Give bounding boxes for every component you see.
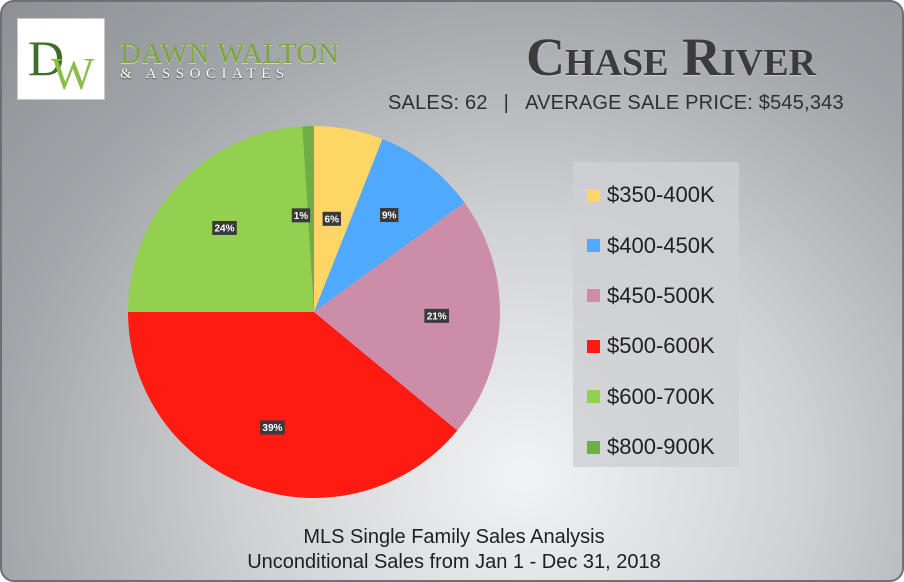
sales-count: SALES: 62	[388, 92, 488, 114]
data-label-bg	[260, 420, 285, 435]
legend-label: $800-900K	[607, 434, 715, 460]
data-label-bg	[380, 208, 399, 223]
logo-monogram: D W	[17, 18, 105, 100]
sales-summary: SALES: 62 | AVERAGE SALE PRICE: $545,343	[388, 92, 844, 115]
dw-monogram-icon: D W	[28, 30, 95, 99]
legend-label: $400-450K	[607, 232, 715, 258]
legend-item-6: $800-900K	[573, 422, 739, 472]
data-label-text: 1%	[294, 211, 309, 222]
data-label-text: 39%	[262, 423, 282, 434]
data-label-bg	[424, 308, 449, 323]
legend-item-5: $600-700K	[573, 372, 739, 422]
data-label-5: 24%	[212, 220, 237, 235]
monogram-w: W	[51, 48, 95, 99]
legend-swatch	[587, 239, 600, 253]
monogram-d: D	[28, 30, 64, 86]
footer-line-2: Unconditional Sales from Jan 1 - Dec 31,…	[247, 551, 661, 573]
stats-separator: |	[503, 92, 510, 114]
data-label-text: 24%	[215, 223, 235, 234]
data-label-text: 6%	[325, 214, 340, 225]
pie-slice-4	[128, 312, 458, 498]
legend-label: $600-700K	[607, 383, 715, 409]
pie-data-labels: 6% 9% 21% 39% 24% 1%	[212, 208, 449, 435]
legend-swatch	[587, 289, 600, 303]
legend-label: $350-400K	[607, 182, 715, 208]
data-label-bg	[291, 208, 311, 223]
data-label-4: 39%	[260, 420, 285, 435]
footer-line-1: MLS Single Family Sales Analysis	[303, 526, 605, 548]
brand-name: DAWN WALTON	[120, 38, 340, 70]
data-label-text: 21%	[427, 311, 447, 322]
pie-slice-1	[314, 126, 383, 312]
legend-item-4: $500-600K	[573, 321, 739, 371]
data-label-bg	[212, 220, 237, 235]
pie-slice-3	[314, 202, 501, 431]
legend-swatch	[587, 188, 600, 202]
data-label-3: 21%	[424, 308, 449, 323]
chart-legend: $350-400K $400-450K $450-500K $500-600K $600…	[573, 162, 739, 467]
legend-swatch	[587, 339, 600, 353]
page-title: Chase River	[526, 27, 816, 87]
data-label-6: 1%	[291, 208, 311, 223]
legend-item-2: $400-450K	[573, 220, 739, 270]
pie-slice-5	[128, 126, 314, 312]
legend-item-1: $350-400K	[573, 170, 739, 220]
data-label-text: 9%	[382, 211, 397, 222]
legend-swatch	[587, 390, 600, 404]
legend-item-3: $450-500K	[573, 271, 739, 321]
data-label-2: 9%	[380, 208, 399, 223]
average-sale-price: AVERAGE SALE PRICE: $545,343	[525, 92, 844, 114]
data-label-bg	[322, 211, 341, 226]
legend-label: $500-600K	[607, 333, 715, 359]
pie-slice-2	[314, 139, 465, 312]
data-label-1: 6%	[322, 211, 341, 226]
brand-subtitle: & ASSOCIATES	[120, 66, 290, 82]
legend-label: $450-500K	[607, 282, 715, 308]
legend-swatch	[587, 440, 600, 454]
